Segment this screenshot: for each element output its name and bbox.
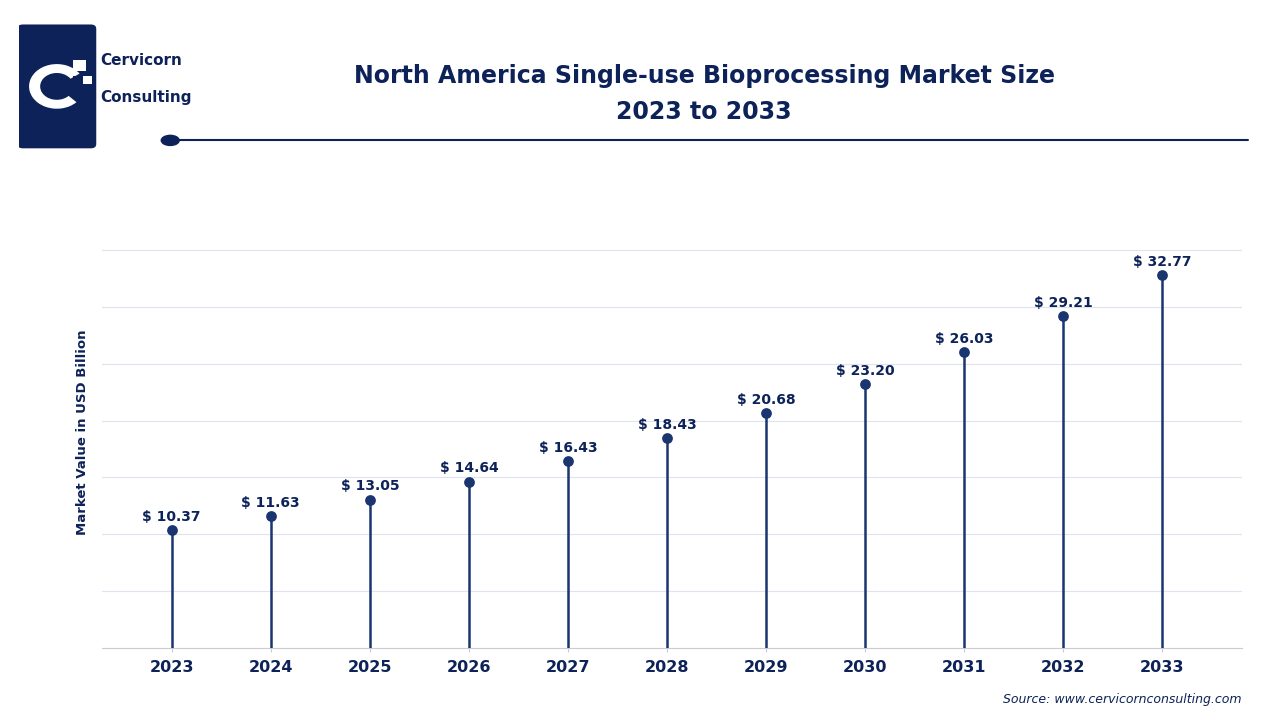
Point xyxy=(261,510,282,521)
Text: Cervicorn: Cervicorn xyxy=(100,53,182,68)
Text: $ 10.37: $ 10.37 xyxy=(142,510,201,524)
Point xyxy=(1053,310,1074,322)
FancyBboxPatch shape xyxy=(18,24,96,148)
Point xyxy=(954,346,974,358)
Wedge shape xyxy=(29,64,79,109)
Text: $ 13.05: $ 13.05 xyxy=(340,480,399,493)
Text: $ 29.21: $ 29.21 xyxy=(1034,296,1093,310)
Text: $ 23.20: $ 23.20 xyxy=(836,364,895,378)
Text: $ 14.64: $ 14.64 xyxy=(439,462,498,475)
Text: Consulting: Consulting xyxy=(100,91,191,105)
Point xyxy=(1152,270,1172,282)
Y-axis label: Market Value in USD Billion: Market Value in USD Billion xyxy=(77,329,90,535)
Text: $ 32.77: $ 32.77 xyxy=(1133,255,1192,269)
Point xyxy=(458,476,479,487)
Point xyxy=(558,456,579,467)
Text: $ 11.63: $ 11.63 xyxy=(242,495,300,510)
Text: North America Single-use Bioprocessing Market Size: North America Single-use Bioprocessing M… xyxy=(353,63,1055,88)
Text: $ 20.68: $ 20.68 xyxy=(737,392,795,407)
Point xyxy=(161,524,182,536)
FancyBboxPatch shape xyxy=(83,76,92,84)
Text: $ 16.43: $ 16.43 xyxy=(539,441,598,455)
Text: 2023 to 2033: 2023 to 2033 xyxy=(616,99,792,124)
FancyBboxPatch shape xyxy=(73,60,86,71)
Point xyxy=(756,407,777,418)
Point xyxy=(360,494,380,505)
FancyBboxPatch shape xyxy=(73,76,82,84)
Point xyxy=(855,379,876,390)
Point xyxy=(657,433,677,444)
Text: $ 18.43: $ 18.43 xyxy=(637,418,696,432)
Text: $ 26.03: $ 26.03 xyxy=(934,332,993,346)
Text: Source: www.cervicornconsulting.com: Source: www.cervicornconsulting.com xyxy=(1004,693,1242,706)
